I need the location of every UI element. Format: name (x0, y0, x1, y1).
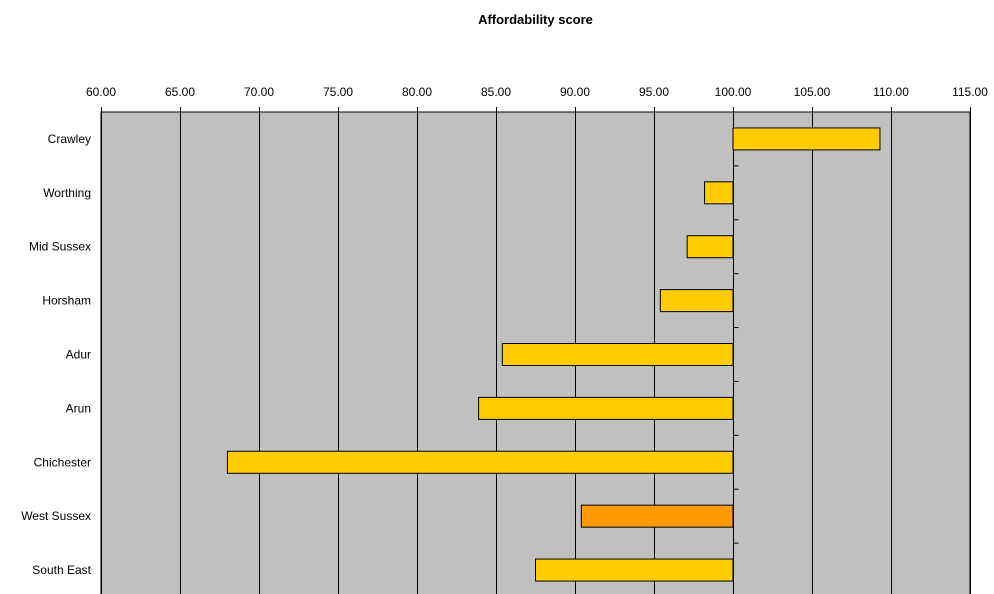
category-label: Worthing (43, 186, 91, 200)
category-label: Adur (66, 348, 91, 362)
x-tick-label: 70.00 (244, 85, 274, 99)
bar-mid-sussex (686, 235, 734, 259)
bar-worthing (704, 181, 734, 205)
bar-crawley (732, 127, 881, 151)
x-tick-label: 80.00 (402, 85, 432, 99)
bar-adur (501, 343, 734, 366)
category-label: Crawley (48, 132, 91, 146)
bars (226, 127, 881, 582)
x-tick-label: 90.00 (560, 85, 590, 99)
bar-chichester (226, 450, 734, 474)
x-tick-label: 105.00 (794, 85, 831, 99)
category-label: Horsham (42, 294, 91, 308)
category-labels: Crawley Worthing Mid Sussex Horsham Adur Arun… (21, 132, 91, 577)
x-tick-label: 85.00 (481, 85, 511, 99)
category-label: South East (32, 563, 91, 577)
x-tick-label: 110.00 (873, 85, 909, 99)
category-label: West Sussex (21, 509, 91, 523)
category-label: Mid Sussex (29, 240, 91, 254)
category-label: Arun (66, 401, 91, 415)
bar-horsham (659, 289, 734, 313)
x-tick-label: 115.00 (952, 85, 988, 99)
x-tick-label: 100.00 (715, 85, 752, 99)
bar-west-sussex (580, 504, 734, 528)
chart-title: Affordability score (478, 12, 593, 27)
bar-arun (478, 396, 734, 420)
x-tick-label: 95.00 (639, 85, 669, 99)
x-axis-tick-labels: 60.00 65.00 70.00 75.00 80.00 85.00 90.00 95.00… (86, 85, 988, 99)
x-tick-label: 65.00 (165, 85, 195, 99)
y-axis-tick-marks (733, 111, 739, 544)
category-label: Chichester (34, 455, 91, 469)
x-tick-label: 60.00 (86, 85, 116, 99)
bar-south-east (535, 558, 734, 582)
x-tick-label: 75.00 (323, 85, 353, 99)
